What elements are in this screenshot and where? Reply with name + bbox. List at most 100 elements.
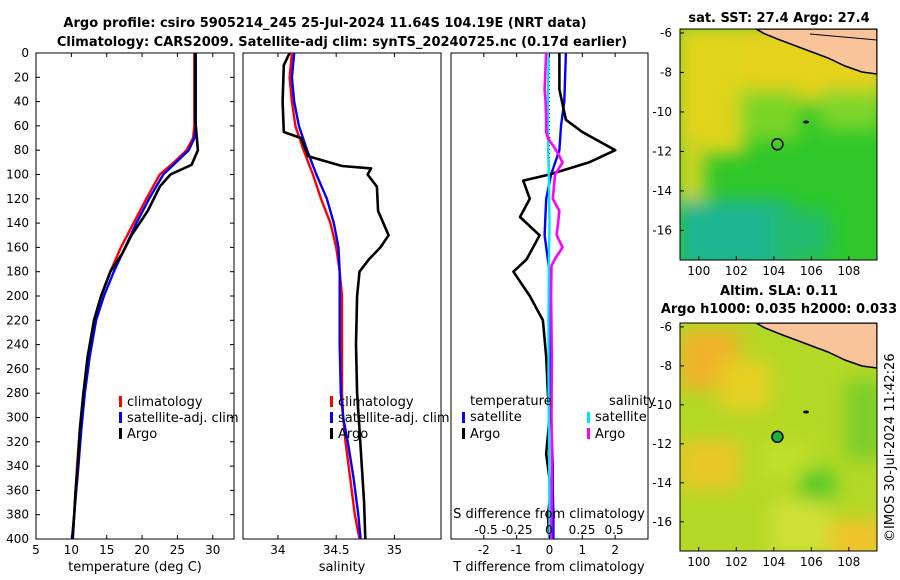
depth-tick-label: 60 [14, 119, 29, 133]
depth-tick-label: 320 [6, 435, 29, 449]
legend-label-s-argo: Argo [595, 427, 625, 442]
lon-tick-label: 104 [762, 264, 785, 278]
sst-map-field [680, 29, 877, 260]
series-argo [281, 53, 390, 539]
secondary-tick: 0 [545, 523, 553, 537]
legend-header-salinity: salinity [609, 394, 656, 409]
lon-tick-label: 104 [762, 555, 785, 569]
x-tick-label: 15 [99, 543, 114, 557]
sst-map-panel: sat. SST: 27.4 Argo: 27.4 -6 -8 -10 -12 -14 -… [652, 11, 878, 278]
lat-tick-label: -12 [652, 144, 672, 158]
lat-tick-label: -10 [652, 105, 672, 119]
salinity-panel: 34 34.5 35 salinity climatology satellite-… [242, 52, 450, 575]
lon-tick-label: 106 [800, 264, 823, 278]
legend-swatch-s-satellite [587, 412, 590, 423]
lat-tick-label: -8 [660, 359, 672, 373]
depth-tick-label: 340 [6, 459, 29, 473]
depth-tick-label: 0 [21, 46, 29, 60]
x-tick-label: 35 [387, 543, 402, 557]
temperature-xlabel: temperature (deg C) [68, 560, 202, 575]
x-tick-label: 10 [64, 543, 79, 557]
lat-tick-label: -14 [652, 184, 672, 198]
legend-swatch-satellite [330, 412, 333, 423]
secondary-tick: 0.5 [604, 523, 623, 537]
sla-float-marker [771, 430, 784, 444]
series-s-satellite [546, 53, 551, 539]
depth-tick-label: 140 [6, 216, 29, 230]
x-tick-label: -2 [478, 543, 490, 557]
lon-tick-label: 108 [837, 555, 860, 569]
secondary-tick: 0.25 [569, 523, 596, 537]
lat-tick-label: -14 [652, 476, 672, 490]
depth-tick-label: 380 [6, 508, 29, 522]
depth-tick-label: 80 [14, 143, 29, 157]
sst-float-marker [771, 138, 784, 151]
sla-map-panel: Altim. SLA: 0.11 Argo h1000: 0.035 h2000… [652, 284, 897, 569]
salinity-legend: climatology satellite-adj. clim Argo [330, 395, 450, 442]
lat-tick-label: -6 [660, 26, 672, 40]
sst-map-frame [679, 28, 878, 261]
title-line-2: Climatology: CARS2009. Satellite-adj cli… [57, 35, 627, 50]
difference-legend: temperature salinity satellite Argo sate… [462, 394, 656, 442]
lon-tick-label: 102 [725, 555, 748, 569]
sla-map-title-2: Argo h1000: 0.035 h2000: 0.033 [661, 302, 897, 317]
series-argo [70, 53, 200, 539]
legend-label-argo: Argo [127, 427, 157, 442]
legend-label-s-satellite: satellite [595, 410, 647, 425]
secondary-tick: -0.5 [474, 523, 497, 537]
lat-tick-label: -10 [652, 398, 672, 412]
x-tick-label: 1 [579, 543, 587, 557]
secondary-ticks: -0.5 -0.25 0 0.25 0.5 [474, 523, 623, 537]
difference-xlabel: T difference from climatology [452, 560, 645, 575]
temperature-legend: climatology satellite-adj. clim Argo [119, 395, 239, 442]
depth-tick-label: 280 [6, 386, 29, 400]
depth-tick-label: 160 [6, 240, 29, 254]
series-s-argo [543, 53, 564, 539]
sla-map-field [680, 323, 877, 551]
legend-label-t-argo: Argo [470, 427, 500, 442]
lon-tick-label: 100 [687, 264, 710, 278]
x-tick-label: -1 [511, 543, 523, 557]
lat-tick-label: -12 [652, 437, 672, 451]
depth-tick-label: 100 [6, 168, 29, 182]
lon-tick-label: 100 [687, 555, 710, 569]
legend-swatch-t-argo [462, 428, 465, 439]
lon-tick-label: 106 [800, 555, 823, 569]
secondary-tick: -0.25 [501, 523, 532, 537]
title-line-1: Argo profile: csiro 5905214_245 25-Jul-2… [63, 16, 586, 31]
legend-label-t-satellite: satellite [470, 410, 522, 425]
x-tick-label: 20 [134, 543, 149, 557]
depth-tick-label: 120 [6, 192, 29, 206]
lon-tick-label: 108 [837, 264, 860, 278]
lat-tick-label: -8 [660, 65, 672, 79]
depth-tick-label: 300 [6, 411, 29, 425]
depth-tick-label: 360 [6, 483, 29, 497]
legend-swatch-argo [119, 428, 122, 439]
legend-label-satellite: satellite-adj. clim [338, 411, 450, 426]
series-satellite-adj-clim [290, 53, 362, 539]
depth-tick-label: 200 [6, 289, 29, 303]
difference-secondary-label: S difference from climatology [453, 507, 645, 522]
legend-swatch-argo [330, 428, 333, 439]
salinity-xlabel: salinity [319, 560, 366, 575]
legend-header-temperature: temperature [470, 394, 552, 409]
legend-label-climatology: climatology [127, 395, 203, 410]
lat-tick-label: -16 [652, 515, 672, 529]
copyright-text: ©IMOS 30-Jul-2024 11:42:26 [883, 353, 898, 542]
depth-tick-label: 180 [6, 265, 29, 279]
depth-tick-label: 240 [6, 338, 29, 352]
depth-tick-label: 40 [14, 95, 29, 109]
x-tick-label: 0 [546, 543, 554, 557]
x-tick-label: 34 [270, 543, 285, 557]
x-tick-label: 30 [205, 543, 220, 557]
legend-swatch-t-satellite [462, 412, 465, 423]
legend-label-satellite: satellite-adj. clim [127, 411, 239, 426]
legend-swatch-climatology [330, 396, 333, 407]
x-tick-label: 2 [611, 543, 619, 557]
sla-map-frame [679, 322, 878, 552]
depth-tick-label: 260 [6, 362, 29, 376]
temperature-axes-box [35, 52, 235, 540]
sst-map-title: sat. SST: 27.4 Argo: 27.4 [688, 11, 869, 26]
legend-swatch-climatology [119, 396, 122, 407]
